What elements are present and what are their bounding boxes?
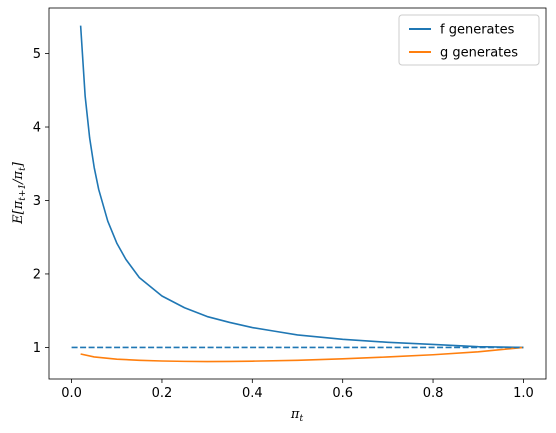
x-axis-label: πt <box>290 407 304 424</box>
y-axis-label: E[πt+1/πt] <box>11 161 28 225</box>
y-tick-label: 3 <box>33 194 41 209</box>
x-tick-label: 0.0 <box>61 386 82 401</box>
legend-label-f-generates: f generates <box>440 23 515 38</box>
legend-label-g-generates: g generates <box>440 46 518 61</box>
x-tick-label: 1.0 <box>513 386 534 401</box>
y-tick-label: 5 <box>33 47 41 62</box>
legend: f generates g generates <box>398 14 540 66</box>
legend-box <box>398 14 540 66</box>
y-tick-label: 2 <box>33 267 41 282</box>
x-tick-label: 0.8 <box>423 386 444 401</box>
x-tick-label: 0.4 <box>242 386 263 401</box>
series-line-f-generates <box>79 25 524 349</box>
x-tick-label: 0.2 <box>152 386 173 401</box>
ticks-layer: 0.0 0.2 0.4 0.6 0.8 1.0 1 2 3 4 5 <box>33 47 534 401</box>
series-layer <box>71 25 524 363</box>
x-tick-label: 0.6 <box>332 386 353 401</box>
series-line-g-generates <box>80 346 524 363</box>
plot-frame <box>48 7 547 380</box>
plot-area <box>49 8 546 379</box>
y-tick-label: 4 <box>33 121 41 136</box>
y-tick-label: 1 <box>33 341 41 356</box>
